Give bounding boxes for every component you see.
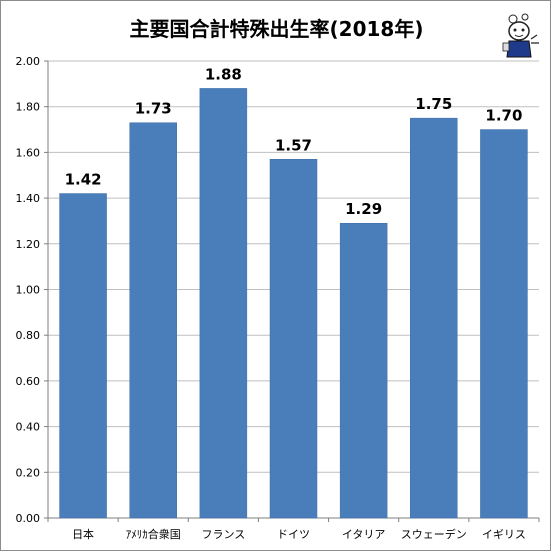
data-label: 1.29: [345, 200, 382, 218]
chart-title: 主要国合計特殊出生率(2018年): [129, 17, 424, 41]
bar: [269, 159, 318, 519]
bar: [199, 88, 248, 519]
data-label: 1.73: [135, 100, 172, 118]
y-tick-label: 0.20: [16, 466, 41, 479]
y-tick-label: 0.60: [16, 375, 41, 388]
data-label: 1.70: [485, 107, 522, 125]
x-tick-label: 日本: [72, 527, 94, 541]
bar: [129, 122, 177, 519]
y-tick-label: 2.00: [16, 55, 41, 68]
y-tick-label: 1.00: [16, 284, 41, 297]
mascot-icon: [502, 13, 539, 58]
bar: [480, 129, 528, 519]
y-tick-label: 0.40: [16, 421, 41, 434]
y-tick-label: 0.80: [16, 329, 41, 342]
x-tick-label: フランス: [201, 528, 245, 541]
x-tick-label: スウェーデン: [401, 527, 467, 541]
y-tick-label: 1.80: [16, 101, 41, 114]
x-tick-label: イタリア: [342, 528, 386, 541]
y-tick-label: 1.60: [16, 146, 41, 159]
y-tick-label: 1.20: [16, 238, 41, 251]
data-label: 1.57: [275, 136, 312, 154]
bar: [59, 193, 107, 519]
data-label: 1.75: [415, 95, 452, 113]
x-tick-label: イギリス: [482, 528, 526, 541]
bar: [410, 117, 458, 519]
y-tick-label: 0.00: [16, 512, 41, 525]
bar: [339, 222, 388, 519]
data-label: 1.42: [65, 171, 102, 189]
data-label: 1.88: [205, 65, 242, 83]
x-tick-label: ｱﾒﾘｶ合衆国: [126, 527, 181, 541]
x-tick-label: ドイツ: [277, 528, 310, 541]
y-tick-label: 1.40: [16, 192, 41, 205]
